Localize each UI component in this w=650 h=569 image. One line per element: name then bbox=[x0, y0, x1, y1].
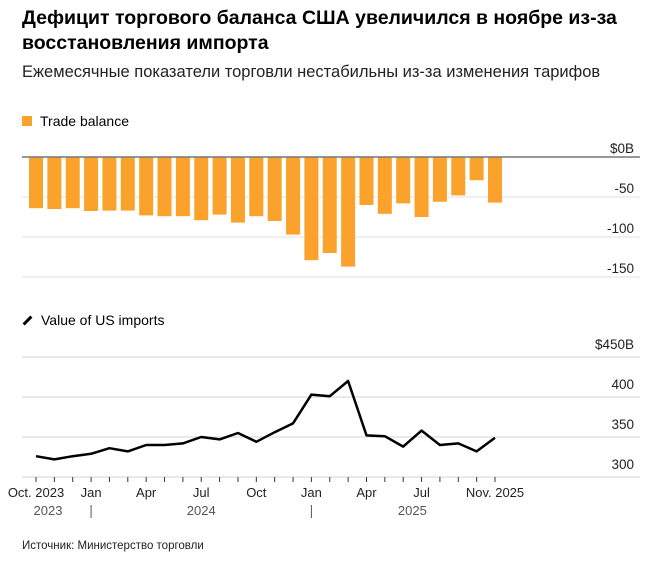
bar bbox=[47, 157, 62, 209]
bar bbox=[157, 157, 172, 217]
bar bbox=[377, 157, 392, 214]
bar bbox=[304, 157, 319, 261]
y-tick-label: -100 bbox=[607, 221, 634, 236]
bar bbox=[194, 157, 209, 221]
bar bbox=[249, 157, 264, 217]
bar bbox=[451, 157, 466, 196]
x-tick-label: Apr bbox=[356, 485, 377, 500]
bar bbox=[341, 157, 356, 267]
legend-imports: Value of US imports bbox=[22, 312, 164, 328]
x-tick-label: Jan bbox=[81, 485, 102, 500]
year-label: 2024 bbox=[187, 503, 216, 518]
bar bbox=[414, 157, 429, 217]
y-tick-label: 400 bbox=[611, 377, 634, 392]
bar bbox=[139, 157, 154, 216]
x-tick-label: Oct bbox=[246, 485, 267, 500]
y-tick-label: $450B bbox=[595, 337, 634, 352]
bar bbox=[469, 157, 484, 181]
bar bbox=[286, 157, 301, 235]
bar bbox=[84, 157, 99, 211]
y-tick-label: -150 bbox=[607, 261, 634, 276]
bar bbox=[267, 157, 282, 221]
bar bbox=[65, 157, 80, 209]
x-tick-label: Nov. 2025 bbox=[466, 485, 524, 500]
year-label: 2023 bbox=[34, 503, 63, 518]
chart-title: Дефицит торгового баланса США увеличился… bbox=[22, 7, 617, 54]
bar bbox=[322, 157, 337, 253]
legend-label: Trade balance bbox=[40, 113, 129, 129]
bar bbox=[175, 157, 190, 217]
chart-subtitle: Ежемесячные показатели торговли нестабил… bbox=[22, 63, 601, 81]
bar bbox=[120, 157, 135, 211]
legend-label: Value of US imports bbox=[41, 312, 165, 328]
bar bbox=[29, 157, 43, 209]
x-tick-label: Apr bbox=[136, 485, 157, 500]
bar bbox=[212, 157, 227, 215]
y-tick-label: 300 bbox=[611, 457, 634, 472]
bar bbox=[359, 157, 374, 205]
y-tick-label: 350 bbox=[611, 417, 634, 432]
x-tick-label: Oct. 2023 bbox=[8, 485, 64, 500]
bar bbox=[396, 157, 411, 204]
y-tick-label: $0B bbox=[610, 141, 634, 156]
source-note: Источник: Министерство торговли bbox=[22, 540, 204, 552]
bar bbox=[488, 157, 502, 203]
y-tick-label: -50 bbox=[614, 181, 634, 196]
bar bbox=[230, 157, 245, 223]
x-tick-label: Jul bbox=[193, 485, 210, 500]
year-label: 2025 bbox=[398, 503, 427, 518]
legend-trade-balance: Trade balance bbox=[22, 113, 129, 129]
x-tick-label: Jul bbox=[413, 485, 430, 500]
bar bbox=[102, 157, 117, 211]
x-tick-label: Jan bbox=[301, 485, 322, 500]
bar bbox=[432, 157, 447, 202]
imports-line bbox=[35, 379, 496, 461]
square-swatch-icon bbox=[22, 116, 32, 126]
